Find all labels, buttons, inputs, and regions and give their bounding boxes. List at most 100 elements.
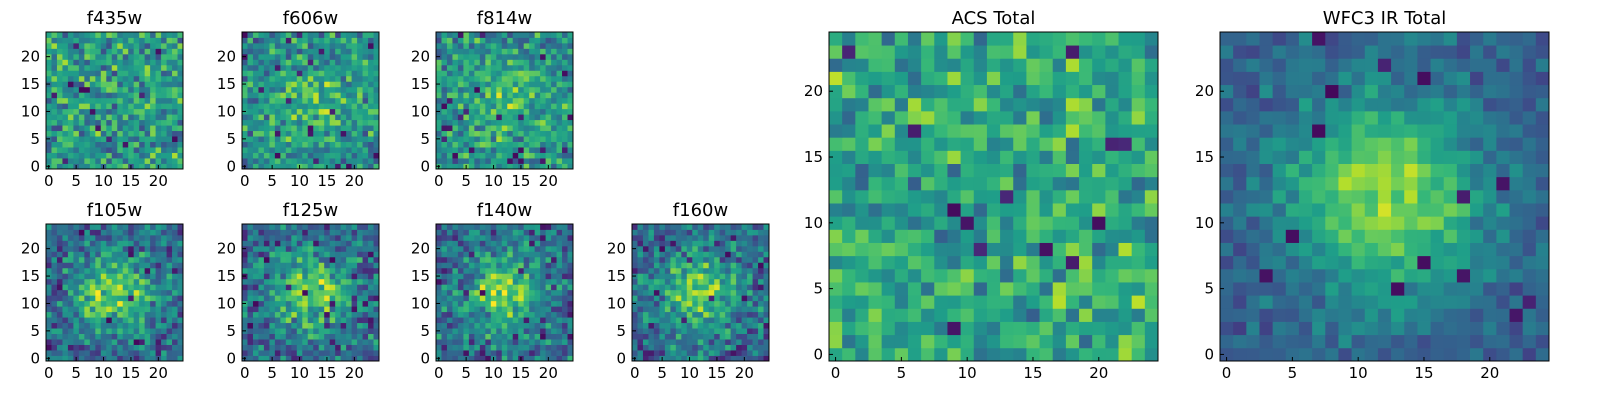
heatmap-cell <box>441 273 448 280</box>
heatmap-cell <box>117 147 124 153</box>
heatmap-cell <box>664 267 671 274</box>
heatmap-cell <box>46 339 52 345</box>
heatmap-cell <box>291 333 298 340</box>
heatmap-cell <box>73 240 80 247</box>
heatmap-cell <box>357 114 363 121</box>
heatmap-cell <box>139 70 146 77</box>
heatmap-cell <box>1131 137 1146 151</box>
heatmap-cell <box>730 350 737 356</box>
heatmap-cell <box>947 176 961 191</box>
heatmap-cell <box>653 311 660 318</box>
heatmap-cell <box>556 37 563 44</box>
heatmap-cell <box>285 125 292 132</box>
y-tick-label: 15 <box>217 267 236 285</box>
heatmap-cell <box>274 295 281 302</box>
heatmap-cell <box>986 282 1001 296</box>
heatmap-cell <box>496 317 503 324</box>
heatmap-cell <box>1079 255 1093 270</box>
heatmap-cell <box>562 224 568 230</box>
heatmap-cell <box>84 350 91 356</box>
heatmap-cell <box>78 256 85 263</box>
heatmap-cell <box>111 125 118 132</box>
y-tick-label: 20 <box>607 240 626 258</box>
heatmap-cell <box>89 81 96 88</box>
heatmap-cell <box>463 306 470 313</box>
heatmap-cell <box>106 75 113 82</box>
heatmap-cell <box>73 311 80 318</box>
heatmap-cell <box>51 75 58 82</box>
heatmap-cell <box>730 344 737 351</box>
heatmap-cell <box>637 262 644 269</box>
heatmap-cell <box>1052 150 1067 164</box>
heatmap-cell <box>46 240 52 247</box>
heatmap-cell <box>133 306 140 313</box>
heatmap-cells <box>242 32 380 170</box>
heatmap-cell <box>368 163 374 170</box>
heatmap-cell <box>947 216 961 230</box>
heatmap-cell <box>346 300 352 307</box>
heatmap-cell <box>545 130 552 137</box>
heatmap-cell <box>446 81 453 88</box>
heatmap-cell <box>100 262 107 269</box>
heatmap-cell <box>562 262 568 269</box>
heatmap-cell <box>490 141 497 148</box>
heatmap-cell <box>291 141 298 148</box>
heatmap-cell <box>452 119 459 126</box>
heatmap-cell <box>373 251 380 258</box>
heatmap-cell <box>457 32 464 38</box>
heatmap-cell <box>84 295 91 302</box>
heatmap-cell <box>540 328 546 334</box>
heatmap-cell <box>302 311 309 318</box>
heatmap-cell <box>313 64 320 71</box>
heatmap-cell <box>335 64 342 71</box>
heatmap-cell <box>474 317 481 324</box>
heatmap-cell <box>496 103 503 110</box>
heatmap-cell <box>529 311 536 318</box>
heatmap-cell <box>562 81 568 88</box>
heatmap-cell <box>78 306 85 313</box>
heatmap-cell <box>518 141 525 148</box>
heatmap-cell <box>842 334 856 349</box>
heatmap-cell <box>1105 176 1119 191</box>
heatmap-cell <box>291 328 298 334</box>
heatmap-cell <box>829 268 843 283</box>
heatmap-cell <box>111 322 118 329</box>
heatmap-cell <box>89 317 96 324</box>
heatmap-cell <box>335 300 342 307</box>
panel-title: f160w <box>673 200 728 221</box>
heatmap-cell <box>485 245 492 252</box>
heatmap-cell <box>686 289 693 296</box>
heatmap-cell <box>351 333 358 340</box>
heatmap-cell <box>274 70 281 77</box>
heatmap-cell <box>247 92 254 99</box>
heatmap-cell <box>155 48 162 55</box>
heatmap-cell <box>842 203 856 217</box>
heatmap-cell <box>681 251 688 258</box>
heatmap-cell <box>567 119 574 126</box>
heatmap-cell <box>551 295 557 302</box>
heatmap-cell <box>703 284 710 291</box>
heatmap-cell <box>752 333 759 340</box>
heatmap-cell <box>501 355 508 362</box>
heatmap-cell <box>752 344 759 351</box>
heatmap-cell <box>56 355 63 362</box>
heatmap-cell <box>747 256 753 263</box>
heatmap-cell <box>95 229 102 236</box>
heatmap-cell <box>714 344 721 351</box>
heatmap-cell <box>436 97 442 104</box>
heatmap-cell <box>501 295 508 302</box>
heatmap-cell <box>468 322 475 329</box>
heatmap-cell <box>274 284 281 291</box>
heatmap-cell <box>161 75 167 82</box>
heatmap-cell <box>73 267 80 274</box>
heatmap-cell <box>556 234 563 241</box>
heatmap-cell <box>166 53 173 60</box>
heatmap-cell <box>106 234 113 241</box>
heatmap-cell <box>446 64 453 71</box>
heatmap-cell <box>335 317 342 324</box>
heatmap-cell <box>468 125 475 132</box>
heatmap-cell <box>51 300 58 307</box>
heatmap-cell <box>313 278 320 285</box>
heatmap-cell <box>736 344 742 351</box>
heatmap-cell <box>128 125 135 132</box>
